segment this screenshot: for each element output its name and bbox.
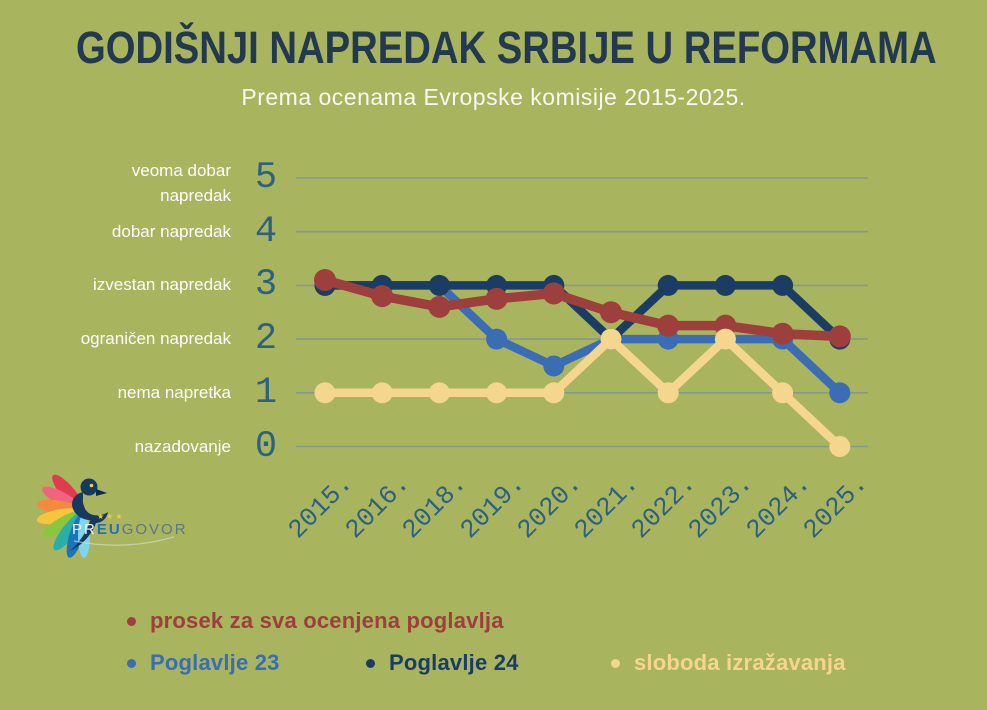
data-point-prosek-za-sva-ocenjena-poglavlja-2025. [828, 325, 851, 348]
legend-label-poglavlje-24: Poglavlje 24 [389, 650, 519, 675]
legend-label-poglavlje-23: Poglavlje 23 [150, 650, 280, 675]
data-point-poglavlje-23-2019. [486, 328, 508, 350]
page-title-text: GODIŠNJI NAPREDAK SRBIJE U REFORMAMA [75, 22, 937, 73]
logo-text-govor: GOVOR [122, 521, 188, 538]
data-point-sloboda-izra-avanja-2016. [371, 382, 393, 404]
data-point-poglavlje-23-2025. [829, 382, 851, 404]
data-point-sloboda-izra-avanja-2021. [600, 328, 622, 350]
data-point-poglavlje-24-2023. [714, 274, 736, 296]
legend-item-poglavlje-23: Poglavlje 23 [127, 650, 280, 676]
series-line-poglavlje-24 [320, 281, 845, 344]
data-point-sloboda-izra-avanja-2018. [428, 382, 450, 404]
data-point-poglavlje-23-2020. [543, 355, 565, 377]
data-point-sloboda-izra-avanja-2020. [543, 382, 565, 404]
data-point-poglavlje-24-2018. [428, 274, 450, 296]
page-subtitle: Prema ocenama Evropske komisije 2015-202… [241, 84, 746, 110]
data-point-prosek-za-sva-ocenjena-poglavlja-2015. [314, 269, 336, 292]
data-point-prosek-za-sva-ocenjena-poglavlja-2020. [542, 282, 565, 305]
legend-item-sloboda-izrazavanja: sloboda izražavanja [611, 650, 846, 676]
data-point-prosek-za-sva-ocenjena-poglavlja-2016. [371, 285, 394, 308]
data-point-sloboda-izra-avanja-2019. [486, 382, 508, 404]
legend-label-prosek: prosek za sva ocenjena poglavlja [150, 608, 504, 633]
bird-body-icon [70, 478, 108, 551]
legend-bullet-poglavlje-23-icon [127, 658, 136, 668]
data-point-prosek-za-sva-ocenjena-poglavlja-2018. [428, 295, 451, 318]
logo-swoosh-icon [73, 536, 175, 546]
data-point-prosek-za-sva-ocenjena-poglavlja-2022. [657, 314, 680, 337]
data-point-sloboda-izra-avanja-2022. [657, 382, 679, 404]
data-point-sloboda-izra-avanja-2025. [829, 436, 851, 457]
legend-bullet-sloboda-icon [611, 658, 620, 668]
legend-bullet-prosek-icon [127, 616, 136, 626]
data-point-poglavlje-24-2024. [772, 274, 794, 296]
eu-stars-icon: ★★★ [97, 512, 125, 521]
data-point-prosek-za-sva-ocenjena-poglavlja-2024. [771, 322, 794, 345]
legend-item-prosek: prosek za sva ocenjena poglavlja [127, 608, 504, 634]
page-title: GODIŠNJI NAPREDAK SRBIJE U REFORMAMA [0, 22, 987, 74]
legend-item-poglavlje-24: Poglavlje 24 [366, 650, 519, 676]
logo-text: PREUGOVOR [72, 521, 188, 538]
preugovor-logo: ★★★ PREUGOVOR [36, 474, 188, 558]
data-point-sloboda-izra-avanja-2015. [314, 382, 336, 404]
data-point-sloboda-izra-avanja-2023. [714, 328, 736, 350]
data-point-prosek-za-sva-ocenjena-poglavlja-2019. [485, 287, 508, 310]
legend-bullet-poglavlje-24-icon [366, 658, 375, 668]
data-point-poglavlje-24-2022. [657, 274, 679, 296]
legend-label-sloboda-izrazavanja: sloboda izražavanja [634, 650, 846, 675]
series-line-sloboda-izra-avanja [320, 334, 845, 451]
logo-text-pr: PR [72, 521, 97, 538]
data-point-prosek-za-sva-ocenjena-poglavlja-2021. [600, 301, 622, 324]
series-line-prosek-za-sva-ocenjena-poglavlja [320, 275, 845, 342]
data-point-sloboda-izra-avanja-2024. [772, 382, 794, 404]
logo-text-eu: EU [97, 521, 122, 538]
